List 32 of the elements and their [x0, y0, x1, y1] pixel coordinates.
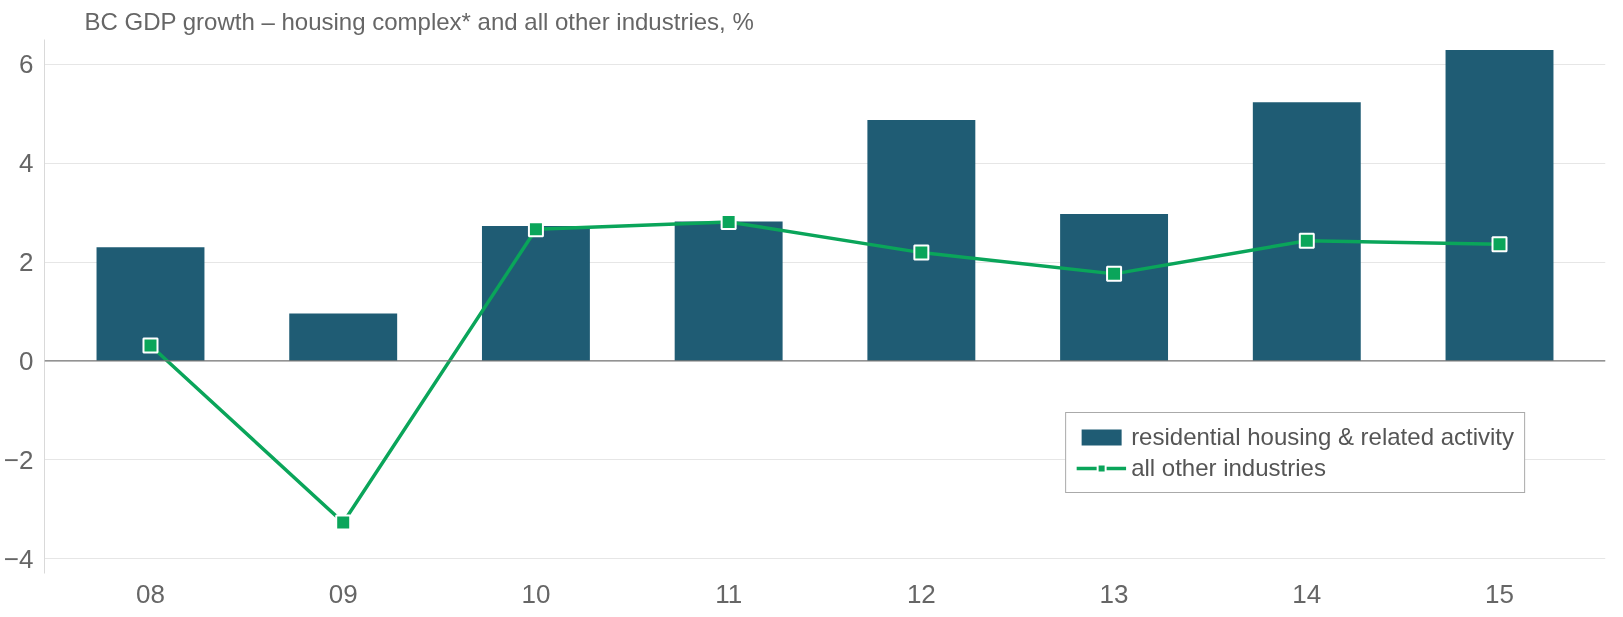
- bar: [481, 225, 590, 361]
- x-tick-label: 12: [906, 578, 936, 609]
- bar: [289, 313, 398, 361]
- y-tick-label: −2: [3, 444, 34, 475]
- point: [142, 337, 159, 354]
- legend-label: all other industries: [1131, 454, 1326, 482]
- chart-title: BC GDP growth – housing complex* and all other industries, %: [84, 7, 754, 35]
- x-tick-label: 11: [715, 578, 743, 609]
- bar: [1252, 102, 1361, 361]
- point: [913, 244, 930, 261]
- legend-label: residential housing & related activity: [1131, 423, 1514, 451]
- point: [527, 221, 544, 238]
- bar: [1060, 214, 1169, 361]
- x-tick-label: 14: [1292, 578, 1322, 609]
- x-tick-label: 15: [1485, 578, 1514, 609]
- point: [1298, 232, 1315, 249]
- bar: [96, 247, 205, 361]
- point: [335, 514, 352, 531]
- bar: [674, 221, 783, 361]
- y-tick-label: 2: [19, 247, 34, 277]
- bar: [1445, 49, 1554, 361]
- x-tick-label: 13: [1099, 578, 1129, 609]
- x-tick-label: 10: [521, 578, 551, 609]
- point: [1106, 265, 1123, 282]
- x-tick-label: 09: [328, 578, 358, 609]
- x-tick-label: 08: [136, 578, 165, 609]
- point: [1491, 236, 1508, 253]
- y-tick-label: −4: [3, 543, 34, 574]
- y-tick-label: 6: [19, 49, 34, 80]
- bar: [867, 120, 976, 361]
- y-tick-label: 4: [19, 148, 34, 179]
- y-tick-label: 0: [19, 345, 34, 376]
